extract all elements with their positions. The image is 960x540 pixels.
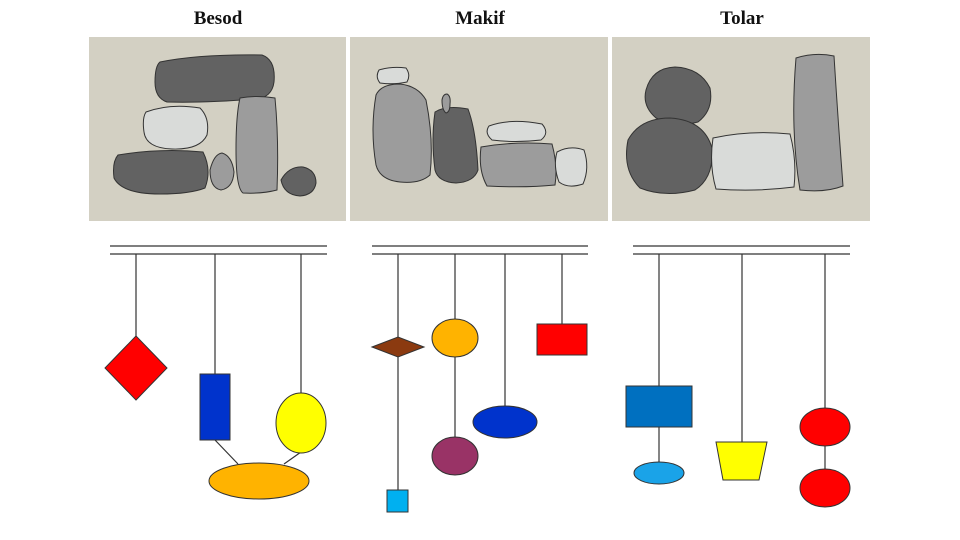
blue-rectangle xyxy=(199,373,231,441)
purple-circle xyxy=(431,436,479,476)
stone-small-dark xyxy=(280,166,317,197)
stone-small-cap xyxy=(376,66,410,85)
stone-dark-column xyxy=(432,107,479,184)
mobile-makif xyxy=(370,245,588,513)
red-circle-upper xyxy=(799,407,851,447)
string xyxy=(283,451,302,465)
stone-bottom-slab xyxy=(113,150,209,195)
stone-light-oval xyxy=(142,105,209,150)
stone-small-egg xyxy=(209,152,235,191)
mobile-besod xyxy=(104,245,327,500)
orange-ellipse xyxy=(431,318,479,358)
red-diamond xyxy=(104,335,168,401)
stone-round-base xyxy=(626,117,713,194)
column-title-besod: Besod xyxy=(193,8,243,29)
sky-blue-ellipse xyxy=(633,461,685,485)
stone-nub xyxy=(441,93,451,114)
stone-light-flat xyxy=(486,120,547,142)
stone-top-slab xyxy=(154,54,275,103)
stone-group-makif xyxy=(372,66,588,188)
blue-ellipse xyxy=(472,405,538,439)
orange-ellipse xyxy=(208,462,310,500)
brown-diamond xyxy=(370,336,426,358)
stone-large-boulder xyxy=(372,83,432,183)
stone-light-block xyxy=(711,132,796,191)
yellow-trapezoid xyxy=(715,441,768,481)
stone-round-top xyxy=(644,66,712,125)
red-rectangle xyxy=(536,323,588,356)
stone-tall-column xyxy=(793,53,844,192)
stone-tall-pillar xyxy=(235,96,279,194)
cyan-square xyxy=(386,489,409,513)
stone-group-tolar xyxy=(626,53,844,194)
string xyxy=(214,439,239,465)
stone-group-besod xyxy=(113,54,317,197)
red-circle-lower xyxy=(799,468,851,508)
mobile-tolar xyxy=(625,245,851,508)
column-title-tolar: Tolar xyxy=(720,8,764,29)
column-title-makif: Makif xyxy=(455,8,505,29)
steel-blue-rectangle xyxy=(625,385,693,428)
stone-light-round xyxy=(554,147,588,187)
yellow-ellipse xyxy=(275,392,327,454)
stone-mid-block xyxy=(479,142,557,188)
